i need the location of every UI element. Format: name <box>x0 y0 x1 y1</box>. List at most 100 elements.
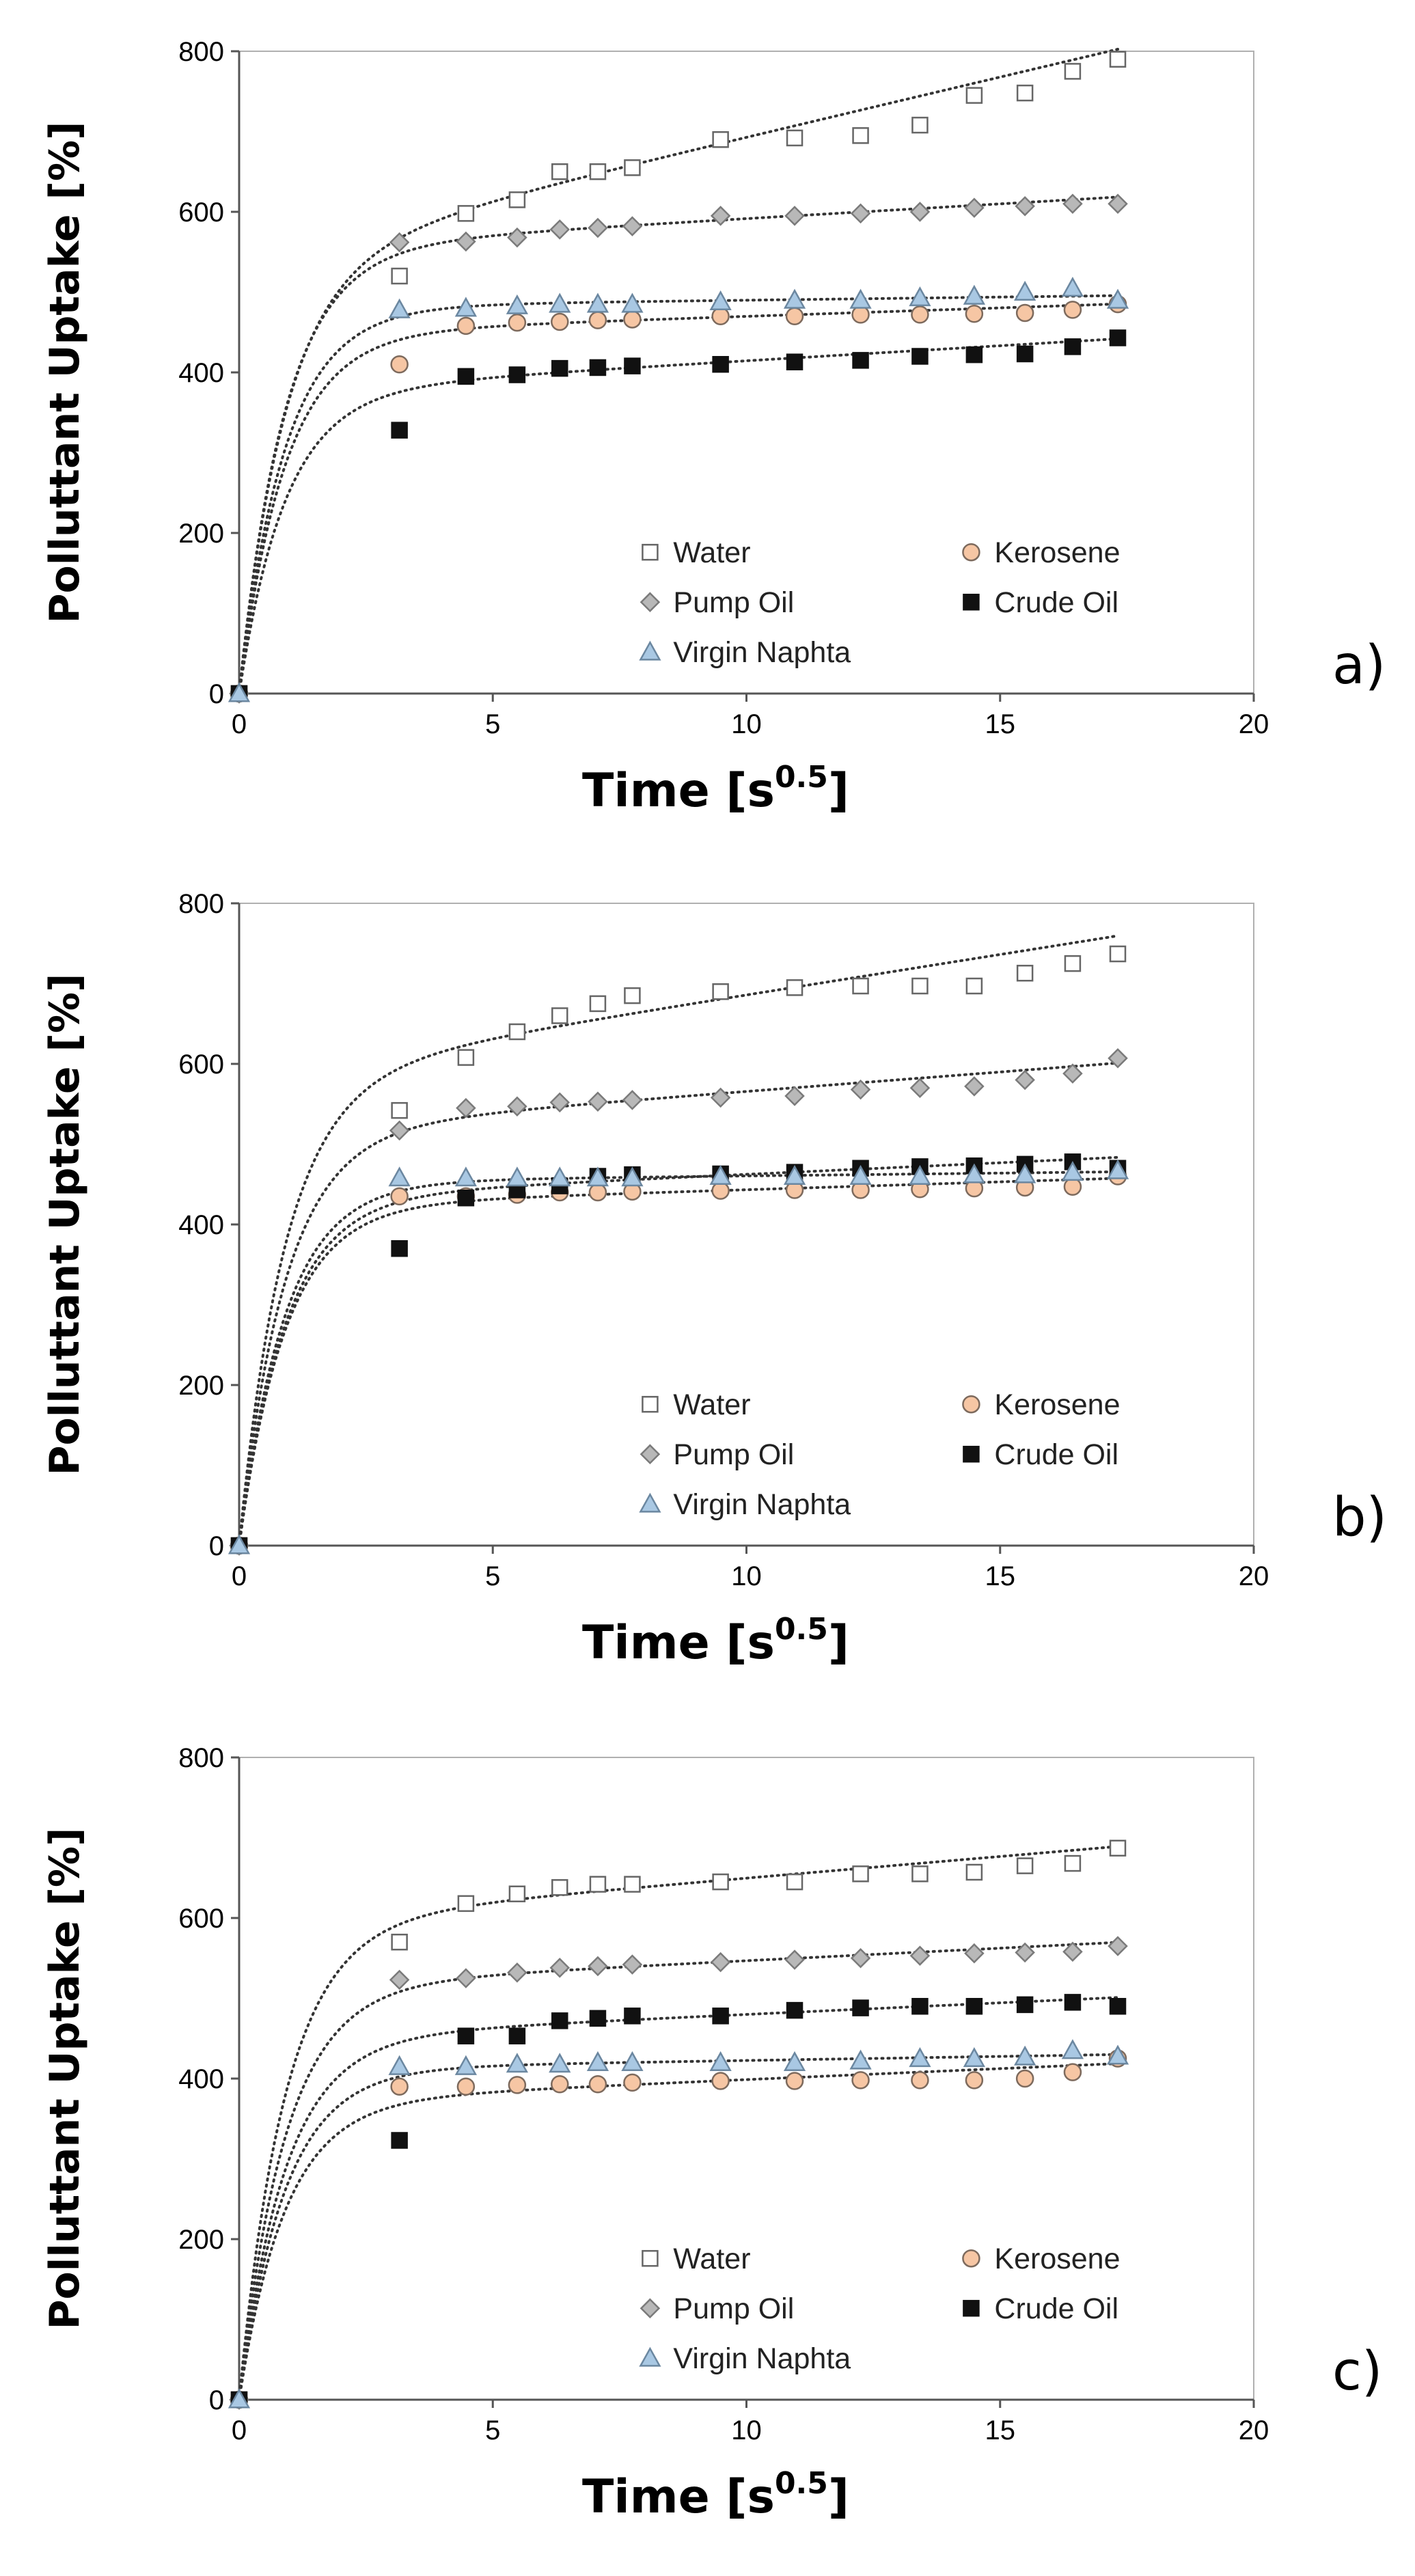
data-point <box>1064 63 1082 80</box>
legend-label: Water <box>673 2243 750 2275</box>
legend-marker <box>640 2298 661 2318</box>
data-point <box>784 1949 805 1970</box>
legend-marker <box>963 593 980 611</box>
data-point <box>508 2027 526 2044</box>
data-point <box>712 131 729 148</box>
data-point <box>1015 1069 1035 1091</box>
data-point <box>391 267 408 285</box>
data-point <box>588 217 608 238</box>
data-point <box>623 2073 642 2092</box>
x-axis-title-main: Time [s <box>582 764 775 818</box>
legend-label: Pump Oil <box>673 1438 794 1471</box>
legend-label: Virgin Naphta <box>673 636 851 669</box>
data-point <box>588 1956 608 1977</box>
data-point <box>457 1049 475 1066</box>
data-point <box>589 359 607 376</box>
data-point <box>1064 1994 1082 2011</box>
data-point <box>1016 1857 1034 1874</box>
data-point <box>911 305 929 324</box>
x-tick-label: 5 <box>485 1561 500 1591</box>
x-axis-title-close: ] <box>828 2470 849 2524</box>
legend-label: Virgin Naphta <box>673 2342 851 2375</box>
x-tick-label: 20 <box>1239 709 1269 739</box>
legend-marker <box>639 640 661 661</box>
data-point <box>911 1998 929 2015</box>
data-point <box>454 2055 478 2075</box>
data-point <box>390 2077 409 2096</box>
data-point <box>850 1079 871 1100</box>
data-point <box>624 357 641 374</box>
data-point <box>391 1101 408 1119</box>
trend-line-kerosene <box>238 302 1119 695</box>
legend-label: Water <box>673 536 750 569</box>
data-point <box>457 1189 475 1207</box>
data-point <box>506 1166 529 1187</box>
legend-label: Kerosene <box>994 536 1120 569</box>
legend-label: Virgin Naphta <box>673 1488 851 1521</box>
data-point <box>589 2010 607 2027</box>
data-point <box>507 227 527 248</box>
x-axis-title: Time [s0.5] <box>582 1612 849 1670</box>
data-point <box>965 977 983 995</box>
data-point <box>588 311 607 329</box>
series-pump-oil <box>229 1936 1128 2410</box>
data-point <box>785 2072 804 2090</box>
y-tick-label: 800 <box>178 889 224 919</box>
data-point <box>710 1951 731 1973</box>
data-point <box>1106 2044 1129 2065</box>
y-tick-label: 0 <box>209 2385 224 2415</box>
legend: Water Kerosene Pump Oil Crude Oil Virgin Nap… <box>639 536 1121 669</box>
data-point <box>623 310 642 329</box>
x-tick-label: 20 <box>1239 2415 1269 2445</box>
data-point <box>712 983 729 1000</box>
data-point <box>506 294 529 314</box>
data-point <box>457 2027 475 2044</box>
data-point <box>551 2074 569 2094</box>
data-point <box>784 206 805 226</box>
series-crude-oil <box>230 1994 1127 2409</box>
data-point <box>1014 2045 1036 2066</box>
data-point <box>852 977 869 995</box>
data-point <box>1016 964 1034 982</box>
series-virgin-naphta <box>228 2039 1129 2409</box>
legend-marker <box>640 1444 661 1464</box>
legend: Water Kerosene Pump Oil Crude Oil Virgin Nap… <box>639 2243 1121 2375</box>
data-point <box>911 116 929 134</box>
data-point <box>389 1120 410 1141</box>
data-point <box>1109 51 1127 68</box>
data-point <box>783 288 806 309</box>
data-point <box>389 1969 410 1990</box>
legend-marker <box>962 543 980 562</box>
data-point <box>852 127 869 144</box>
data-point <box>909 202 931 222</box>
y-tick-label: 200 <box>178 1371 224 1401</box>
data-point <box>786 129 803 147</box>
data-point <box>588 1183 607 1202</box>
data-point <box>909 1078 931 1099</box>
panel-label: b) <box>1332 1487 1387 1548</box>
data-point <box>456 316 476 335</box>
data-point <box>1061 277 1084 297</box>
data-point <box>1015 2069 1034 2088</box>
data-point <box>549 1958 571 1978</box>
data-point <box>965 2071 984 2089</box>
legend-label: Pump Oil <box>673 2292 794 2325</box>
data-point <box>850 203 871 224</box>
data-point <box>454 1166 478 1187</box>
data-point <box>852 1865 869 1882</box>
y-tick-label: 200 <box>178 2225 224 2255</box>
legend-marker <box>642 543 659 561</box>
data-point <box>786 979 803 996</box>
data-point <box>711 2072 730 2090</box>
data-point <box>507 1962 527 1983</box>
chart-panel-2: 0 200 400 600 800 0 5 10 15 20 Polluttant Uptake [… <box>41 889 1387 1670</box>
data-point <box>786 1873 803 1891</box>
data-point <box>1064 955 1082 972</box>
trend-line-virgin-naphta <box>238 294 1119 695</box>
legend-marker <box>963 1445 980 1463</box>
legend-label: Crude Oil <box>994 586 1118 619</box>
data-point <box>709 1164 732 1185</box>
data-point <box>390 355 409 374</box>
data-point <box>786 353 803 370</box>
data-point <box>712 1873 729 1891</box>
